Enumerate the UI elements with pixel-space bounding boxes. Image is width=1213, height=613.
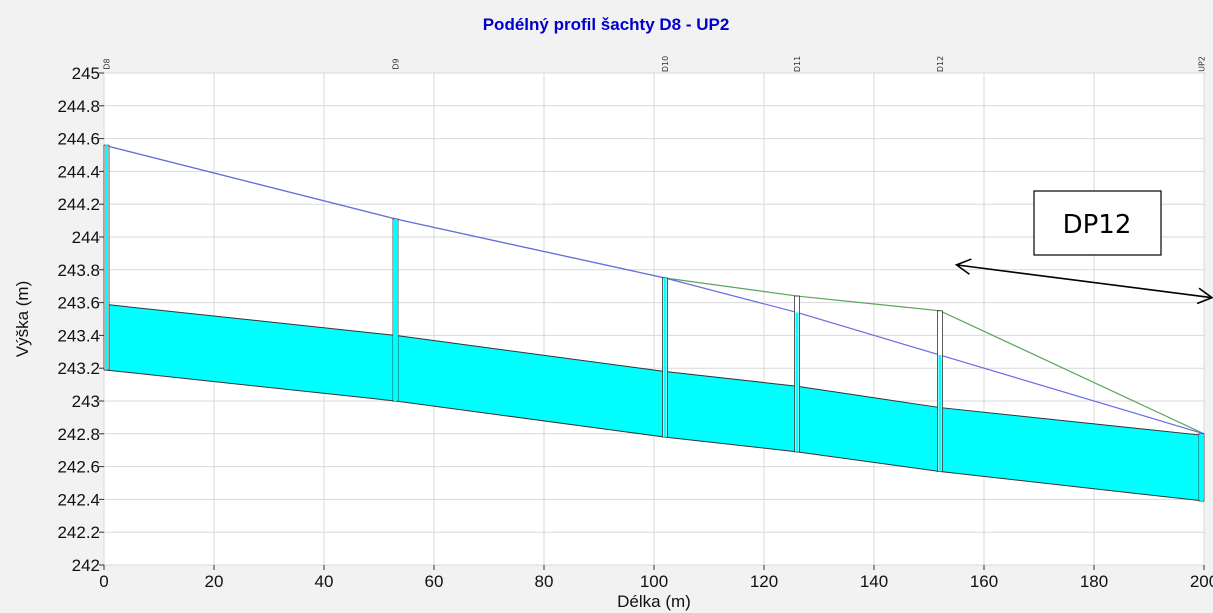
- y-axis-label: Výška (m): [13, 281, 32, 358]
- shaft-label-D12: D12: [936, 56, 945, 72]
- tick-label-y: 243.6: [57, 294, 100, 313]
- pipe-fill: [103, 303, 1205, 502]
- pipe-invert-line: [103, 369, 1205, 502]
- profile-lines: [103, 144, 1205, 435]
- tick-label-y: 244.2: [57, 195, 100, 214]
- shaft-label-D10: D10: [661, 56, 670, 72]
- tick-label-x: 40: [315, 572, 334, 591]
- tick-label-x: 20: [205, 572, 224, 591]
- tick-label-y: 243.8: [57, 261, 100, 280]
- shaft-water-D8: [105, 145, 108, 370]
- tick-label-y: 243.4: [57, 326, 100, 345]
- x-axis-label: Délka (m): [617, 592, 691, 611]
- tick-label-x: 180: [1080, 572, 1108, 591]
- tick-label-y: 242.8: [57, 425, 100, 444]
- pipe-top-line: [103, 303, 1205, 436]
- tick-label-y: 242.2: [57, 523, 100, 542]
- shaft-water-D11: [795, 312, 799, 452]
- tick-label-x: 100: [640, 572, 668, 591]
- tick-label-y: 242.4: [57, 490, 100, 509]
- tick-label-x: 140: [860, 572, 888, 591]
- shaft-label-D8: D8: [103, 58, 112, 69]
- series-line-2: [103, 144, 1205, 435]
- arrow-head-start: [954, 258, 972, 275]
- tick-label-x: 160: [970, 572, 998, 591]
- annotation-arrow: [956, 264, 1213, 299]
- pipe-band: [104, 304, 1204, 502]
- tick-label-x: 120: [750, 572, 778, 591]
- shaft-water-UP2: [1200, 433, 1203, 502]
- tick-label-y: 244.8: [57, 97, 100, 116]
- tick-label-x: 60: [425, 572, 444, 591]
- shaft-label-D11: D11: [793, 56, 802, 72]
- annotation: DP12: [954, 190, 1213, 305]
- chart-title: Podélný profil šachty D8 - UP2: [483, 15, 730, 34]
- tick-label-y: 242: [72, 556, 100, 575]
- tick-label-y: 244.4: [57, 162, 100, 181]
- tick-label-y: 244: [72, 228, 100, 247]
- shaft-label-UP2: UP2: [1198, 56, 1207, 72]
- tick-label-x: 200: [1190, 572, 1213, 591]
- tick-label-y: 245: [72, 64, 100, 83]
- ticks: 242 242.2 242.4 242.6 242.8 243 243.2 243.4 243.…: [57, 64, 1213, 591]
- shafts: D8 D9 D10 D11 D12 UP2: [103, 56, 1207, 502]
- shaft-water-D9: [394, 218, 397, 401]
- arrow-head-end: [1196, 287, 1213, 305]
- shaft-water-D10: [663, 278, 667, 438]
- shaft-label-D9: D9: [392, 58, 401, 69]
- annotation-box: [1033, 190, 1162, 256]
- tick-label-y: 242.6: [57, 458, 100, 477]
- annotation-text: DP12: [1063, 210, 1132, 240]
- tick-label-y: 243: [72, 392, 100, 411]
- tick-label-x: 80: [535, 572, 554, 591]
- grid: [103, 72, 1205, 566]
- tick-label-y: 244.6: [57, 130, 100, 149]
- shaft-water-D12: [938, 355, 942, 472]
- tick-label-x: 0: [99, 572, 108, 591]
- tick-label-y: 243.2: [57, 359, 100, 378]
